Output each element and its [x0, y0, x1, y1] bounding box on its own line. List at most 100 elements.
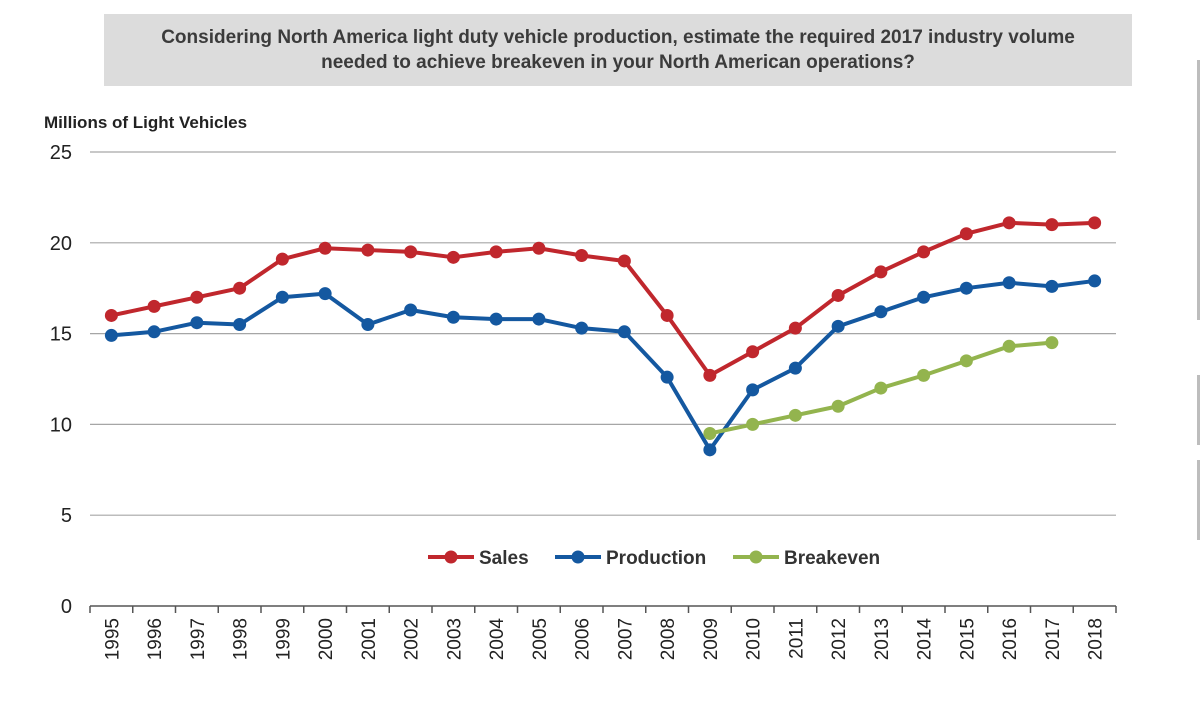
data-point — [489, 312, 503, 326]
y-tick-label: 25 — [50, 142, 72, 164]
data-point — [575, 321, 589, 335]
y-tick-label: 0 — [61, 596, 72, 618]
data-point — [788, 321, 802, 335]
x-tick-label: 1997 — [188, 618, 209, 660]
x-tick-label: 2017 — [1043, 618, 1064, 660]
data-point — [617, 325, 631, 339]
data-point — [874, 381, 888, 395]
data-point — [874, 265, 888, 279]
data-point — [104, 308, 118, 322]
data-point — [233, 318, 247, 332]
x-tick-label: 1996 — [145, 618, 166, 660]
x-tick-label: 2018 — [1086, 618, 1107, 660]
y-tick-label: 15 — [50, 324, 72, 346]
data-point — [1002, 276, 1016, 290]
data-point — [446, 310, 460, 324]
series-sales — [104, 216, 1102, 382]
x-tick-label: 2016 — [1000, 618, 1021, 660]
x-tick-label: 2012 — [829, 618, 850, 660]
series-line — [110, 220, 1095, 378]
x-tick-label: 1995 — [102, 618, 123, 660]
data-point — [489, 245, 503, 259]
data-point — [917, 245, 931, 259]
data-point — [746, 345, 760, 359]
legend-label: Production — [606, 548, 706, 569]
legend: Sales Production Breakeven — [428, 548, 880, 569]
data-point — [147, 325, 161, 339]
series-production — [104, 274, 1102, 457]
data-point — [660, 308, 674, 322]
data-point — [959, 354, 973, 368]
data-point — [361, 243, 375, 257]
data-point — [617, 254, 631, 268]
data-point — [147, 299, 161, 313]
data-point — [788, 408, 802, 422]
x-tick-label: 2000 — [316, 618, 337, 660]
x-tick-label: 2014 — [915, 618, 936, 661]
data-point — [275, 252, 289, 266]
x-tick-label: 2008 — [658, 618, 679, 660]
x-tick-label: 2003 — [444, 618, 465, 660]
data-point — [233, 281, 247, 295]
data-point — [831, 319, 845, 333]
data-point — [1088, 216, 1102, 230]
data-point — [318, 287, 332, 301]
chart-title-box: Considering North America light duty veh… — [104, 14, 1132, 86]
data-point — [532, 312, 546, 326]
legend-item-sales: Sales — [428, 548, 529, 569]
right-edge-decoration — [1197, 460, 1200, 540]
legend-marker — [444, 550, 458, 564]
data-point — [275, 290, 289, 304]
data-point — [104, 328, 118, 342]
data-point — [1045, 218, 1059, 232]
data-point — [660, 370, 674, 384]
data-point — [404, 245, 418, 259]
x-tick-label: 2005 — [530, 618, 551, 660]
data-point — [917, 368, 931, 382]
data-point — [1045, 336, 1059, 350]
chart-title: Considering North America light duty veh… — [161, 27, 1075, 73]
data-point — [1002, 216, 1016, 230]
data-point — [788, 361, 802, 375]
series-line — [111, 278, 1095, 452]
y-tick-label: 5 — [61, 505, 72, 527]
x-tick-label: 1998 — [231, 618, 252, 660]
legend-marker — [749, 550, 763, 564]
right-edge-decoration — [1197, 60, 1200, 320]
x-tick-label: 2007 — [615, 618, 636, 660]
x-tick-label: 2011 — [786, 618, 807, 659]
legend-label: Breakeven — [784, 548, 880, 569]
x-tick-label: 2004 — [487, 618, 508, 661]
legend-item-breakeven: Breakeven — [733, 548, 880, 569]
x-tick-label: 2002 — [402, 618, 423, 660]
x-tick-label: 2006 — [573, 618, 594, 660]
data-point — [831, 288, 845, 302]
gridlines — [90, 151, 1116, 516]
axes: 0 5 10 15 20 25 1995 1996 1997 1998 1999 2000 2001 20… — [50, 142, 1117, 661]
data-point — [190, 290, 204, 304]
x-tick-label: 1999 — [273, 618, 294, 660]
data-point — [874, 305, 888, 319]
series-breakeven — [703, 336, 1059, 440]
data-point — [831, 399, 845, 413]
data-point — [703, 426, 717, 440]
data-point — [575, 249, 589, 263]
legend-marker — [571, 550, 585, 564]
right-edge-decoration — [1197, 375, 1200, 445]
data-point — [917, 290, 931, 304]
data-point — [703, 368, 717, 382]
data-point — [361, 318, 375, 332]
y-tick-label: 10 — [50, 414, 72, 436]
data-point — [1002, 339, 1016, 353]
data-point — [959, 281, 973, 295]
y-tick-label: 20 — [50, 233, 72, 255]
data-point — [1045, 279, 1059, 293]
data-point — [703, 443, 717, 457]
y-axis-label: Millions of Light Vehicles — [44, 113, 247, 132]
x-tick-label: 2009 — [701, 618, 722, 660]
legend-label: Sales — [479, 548, 529, 569]
series — [104, 216, 1102, 457]
data-point — [446, 250, 460, 264]
data-point — [746, 417, 760, 431]
